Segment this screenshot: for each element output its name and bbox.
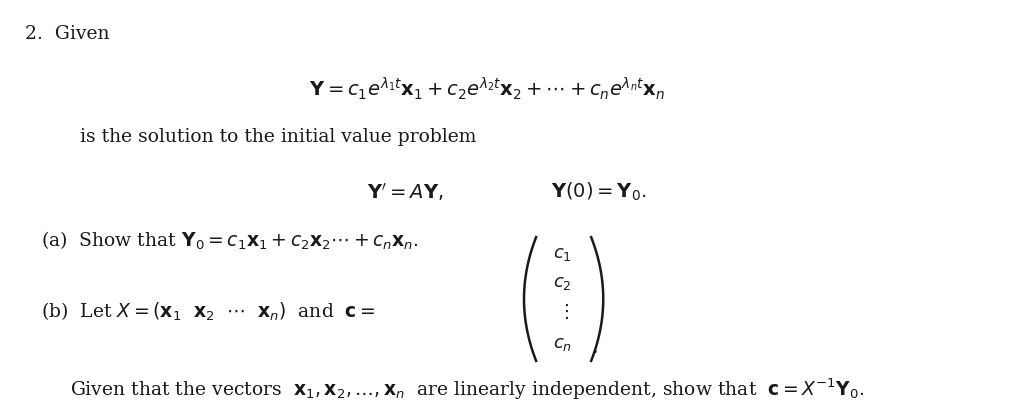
Text: $\mathbf{Y}(0) = \mathbf{Y}_0.$: $\mathbf{Y}(0) = \mathbf{Y}_0.$ — [550, 181, 646, 203]
Text: is the solution to the initial value problem: is the solution to the initial value pro… — [79, 128, 476, 146]
Text: $\vdots$: $\vdots$ — [557, 302, 569, 321]
Text: .: . — [592, 338, 599, 357]
Text: $c_1$: $c_1$ — [554, 245, 572, 263]
Text: $c_n$: $c_n$ — [554, 335, 572, 353]
Text: (b)  Let $X = \left(\mathbf{x}_1 \ \ \mathbf{x}_2 \ \ \cdots \ \ \mathbf{x}_n\ri: (b) Let $X = \left(\mathbf{x}_1 \ \ \mat… — [41, 301, 376, 323]
Text: $\mathbf{Y} = c_1 e^{\lambda_1 t}\mathbf{x}_1 + c_2 e^{\lambda_2 t}\mathbf{x}_2 : $\mathbf{Y} = c_1 e^{\lambda_1 t}\mathbf… — [309, 76, 665, 102]
Text: 2.  Given: 2. Given — [26, 24, 110, 42]
Text: (a)  Show that $\mathbf{Y}_0 = c_1\mathbf{x}_1 + c_2\mathbf{x}_2 \cdots + c_n\ma: (a) Show that $\mathbf{Y}_0 = c_1\mathbf… — [41, 230, 419, 252]
Text: $c_2$: $c_2$ — [554, 274, 572, 292]
Text: $\mathbf{Y}' = A\mathbf{Y},$: $\mathbf{Y}' = A\mathbf{Y},$ — [367, 181, 444, 203]
Text: Given that the vectors  $\mathbf{x}_1, \mathbf{x}_2, \ldots, \mathbf{x}_n$  are : Given that the vectors $\mathbf{x}_1, \m… — [70, 376, 864, 402]
